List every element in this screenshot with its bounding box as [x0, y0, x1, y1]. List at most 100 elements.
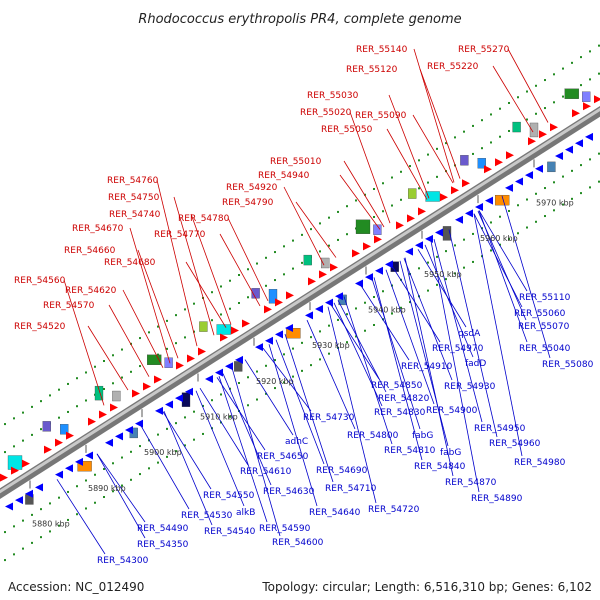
- track-dot: [427, 153, 429, 156]
- track-dot: [265, 392, 267, 395]
- forward-label-leader: [156, 179, 198, 347]
- feature-block: [199, 321, 208, 332]
- reverse-label-leader: [403, 258, 453, 381]
- track-dot: [535, 84, 537, 87]
- reverse-label-leader: [162, 411, 212, 490]
- reverse-gene-arrow: [75, 457, 83, 466]
- reverse-label-leader: [360, 285, 410, 361]
- feature-block: [77, 461, 92, 472]
- track-dot: [184, 444, 186, 447]
- forward-gene-label: RER_54920: [226, 183, 278, 193]
- reverse-gene-arrow: [315, 304, 323, 313]
- track-dot: [472, 260, 474, 263]
- track-dot: [418, 267, 420, 270]
- forward-gene-arrow: [550, 123, 558, 132]
- track-dot: [580, 192, 582, 195]
- track-dot: [517, 204, 519, 207]
- reverse-label-leader: [371, 278, 421, 430]
- track-dot: [436, 147, 438, 150]
- reverse-gene-label: RER_54910: [401, 362, 453, 372]
- track-dot: [319, 250, 321, 253]
- track-dot: [562, 95, 564, 98]
- forward-gene-label: RER_54750: [108, 193, 160, 203]
- track-dot: [454, 136, 456, 139]
- forward-gene-arrow: [462, 179, 470, 188]
- forward-label-leader: [343, 160, 385, 228]
- reverse-label-leader: [56, 479, 106, 555]
- reverse-gene-label: RER_54800: [347, 431, 399, 441]
- track-dot: [103, 360, 105, 363]
- track-dot: [526, 118, 528, 121]
- forward-gene-arrow: [539, 130, 547, 139]
- forward-gene-arrow: [88, 417, 96, 426]
- forward-gene-arrow: [594, 95, 600, 104]
- track-dot: [49, 394, 51, 397]
- track-dot: [382, 290, 384, 293]
- track-dot: [301, 261, 303, 264]
- track-dot: [544, 187, 546, 190]
- track-dot: [472, 124, 474, 127]
- reverse-label-leader: [473, 213, 523, 308]
- track-dot: [157, 433, 159, 436]
- reverse-gene-arrow: [255, 343, 263, 352]
- track-dot: [229, 415, 231, 418]
- track-dot: [283, 381, 285, 384]
- reverse-gene-arrow: [425, 234, 433, 243]
- track-dot: [328, 216, 330, 219]
- reverse-gene-label: RER_54490: [137, 524, 189, 534]
- track-dot: [211, 291, 213, 294]
- reverse-gene-label: RER_54840: [414, 462, 466, 472]
- forward-gene-arrow: [506, 151, 514, 160]
- track-dot: [202, 432, 204, 435]
- reverse-label-leader: [163, 410, 213, 526]
- track-dot: [382, 182, 384, 185]
- reverse-label-leader: [216, 377, 266, 451]
- feature-block: [321, 257, 330, 269]
- feature-block: [547, 161, 556, 173]
- track-dot: [355, 335, 357, 338]
- reverse-gene-label: RER_55070: [518, 322, 570, 332]
- reverse-gene-label: RER_54820: [378, 394, 430, 404]
- reverse-label-leader: [218, 375, 268, 523]
- forward-gene-label: RER_54520: [14, 322, 66, 332]
- track-dot: [418, 159, 420, 162]
- track-dot: [508, 129, 510, 132]
- reverse-gene-arrow: [525, 171, 533, 180]
- forward-label-leader: [185, 261, 227, 328]
- track-dot: [499, 215, 501, 218]
- track-dot: [292, 347, 294, 350]
- track-dot: [22, 411, 24, 414]
- track-dot: [166, 427, 168, 430]
- forward-gene-arrow: [418, 207, 426, 216]
- scale-tick-label: 5930 kbp: [312, 341, 350, 350]
- track-dot: [58, 496, 60, 499]
- track-dot: [328, 324, 330, 327]
- track-dot: [139, 365, 141, 368]
- reverse-gene-arrow: [385, 260, 393, 269]
- forward-gene-arrow: [308, 277, 316, 286]
- track-dot: [517, 96, 519, 99]
- track-dot: [265, 364, 267, 367]
- forward-gene-label: RER_55220: [427, 62, 479, 72]
- track-dot: [175, 314, 177, 317]
- track-dot: [292, 375, 294, 378]
- scale-tick-label: 5940 kbp: [368, 305, 406, 314]
- reverse-gene-arrow: [535, 164, 543, 173]
- reverse-gene-arrow: [265, 336, 273, 345]
- track-dot: [265, 284, 267, 287]
- forward-label-leader: [108, 304, 150, 377]
- track-dot: [13, 553, 15, 556]
- forward-gene-arrow: [407, 214, 415, 223]
- scale-tick-label: 5950 kbp: [424, 270, 462, 279]
- forward-label-leader: [295, 201, 337, 258]
- track-dot: [193, 410, 195, 413]
- feature-block: [303, 254, 312, 266]
- track-dot: [553, 181, 555, 184]
- track-dot: [247, 376, 249, 379]
- track-dot: [301, 233, 303, 236]
- reverse-label-leader: [244, 359, 294, 436]
- scale-tick-label: 5960 kbp: [480, 234, 518, 243]
- scale-tick-label: 5880 kbp: [32, 520, 70, 529]
- track-dot: [193, 438, 195, 441]
